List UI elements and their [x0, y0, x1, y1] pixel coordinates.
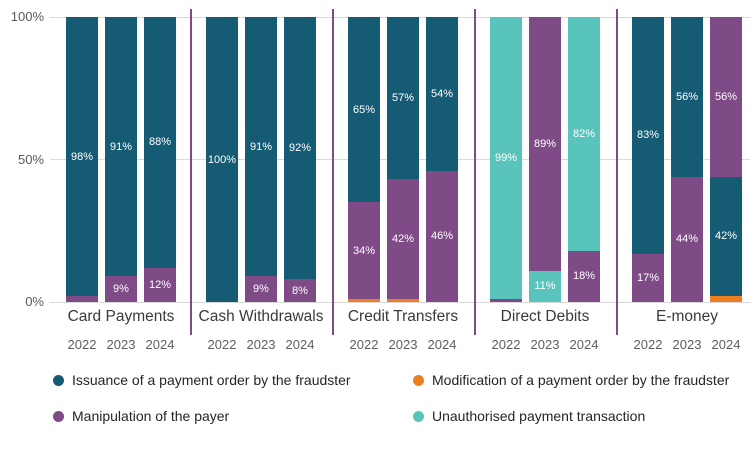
legend-marker-modification-icon — [413, 375, 424, 386]
legend-label: Manipulation of the payer — [72, 408, 230, 424]
x-axis-year-label: 2024 — [427, 337, 457, 352]
bar-cash-withdrawals-2023[interactable]: 91% 9% — [245, 17, 277, 302]
x-axis-category-label: Credit Transfers — [347, 308, 459, 325]
x-axis-category-label: Cash Withdrawals — [198, 308, 324, 325]
bar-segment-manipulation[interactable] — [66, 296, 98, 302]
x-axis-year-label: 2022 — [633, 337, 663, 352]
bar-e-money-2022[interactable]: 83% 17% — [632, 17, 664, 302]
bar-segment-issuance[interactable] — [671, 17, 703, 177]
bar-segment-modification[interactable] — [710, 296, 742, 302]
bar-segment-manipulation[interactable] — [144, 267, 176, 302]
group-separator — [616, 9, 618, 335]
bar-card-payments-2024[interactable]: 88% 12% — [144, 17, 176, 302]
legend-item-issuance[interactable]: Issuance of a payment order by the fraud… — [53, 372, 413, 389]
bar-segment-manipulation[interactable] — [245, 276, 277, 302]
legend-marker-unauthorised-icon — [413, 411, 424, 422]
bar-segment-issuance[interactable] — [206, 17, 238, 302]
bar-segment-manipulation[interactable] — [529, 17, 561, 271]
legend-label: Unauthorised payment transaction — [432, 408, 646, 424]
bar-segment-manipulation[interactable] — [348, 202, 380, 300]
x-axis-year-label: 2022 — [207, 337, 237, 352]
bar-e-money-2024[interactable]: 56% 42% — [710, 17, 742, 302]
bar-segment-manipulation[interactable] — [632, 253, 664, 302]
x-axis-year-label: 2023 — [106, 337, 136, 352]
bar-segment-issuance[interactable] — [632, 17, 664, 254]
bar-cash-withdrawals-2022[interactable]: 100% — [206, 17, 238, 302]
x-axis-year-label: 2023 — [672, 337, 702, 352]
bar-credit-transfers-2024[interactable]: 54% 46% — [426, 17, 458, 302]
legend-item-unauthorised[interactable]: Unauthorised payment transaction — [413, 408, 753, 425]
legend-label: Issuance of a payment order by the fraud… — [72, 372, 351, 388]
bar-segment-issuance[interactable] — [710, 176, 742, 297]
bar-credit-transfers-2022[interactable]: 65% 34% — [348, 17, 380, 302]
group-separator — [190, 9, 192, 335]
legend: Issuance of a payment order by the fraud… — [53, 372, 753, 425]
bar-direct-debits-2024[interactable]: 82% 18% — [568, 17, 600, 302]
legend-item-manipulation[interactable]: Manipulation of the payer — [53, 408, 413, 425]
y-axis-tick-label: 50% — [17, 151, 44, 167]
bar-credit-transfers-2023[interactable]: 57% 42% — [387, 17, 419, 302]
x-axis-category-label: E-money — [655, 308, 719, 325]
bar-segment-modification[interactable] — [387, 299, 419, 302]
bar-segment-manipulation[interactable] — [284, 279, 316, 302]
bar-segment-manipulation[interactable] — [568, 250, 600, 302]
bar-direct-debits-2023[interactable]: 89% 11% — [529, 17, 561, 302]
x-axis-year-label: 2022 — [491, 337, 521, 352]
x-axis-year-label: 2022 — [349, 337, 379, 352]
bar-segment-issuance[interactable] — [348, 17, 380, 203]
bar-segment-issuance[interactable] — [144, 17, 176, 268]
bar-direct-debits-2022[interactable]: 99% — [490, 17, 522, 302]
x-axis-year-label: 2023 — [530, 337, 560, 352]
x-axis-year-label: 2024 — [285, 337, 315, 352]
x-axis-year-label: 2023 — [246, 337, 276, 352]
bar-segment-issuance[interactable] — [245, 17, 277, 277]
x-axis-year-label: 2023 — [388, 337, 418, 352]
bar-segment-manipulation[interactable] — [671, 176, 703, 302]
x-axis-year-label: 2022 — [67, 337, 97, 352]
bar-segment-unauthorised[interactable] — [529, 270, 561, 302]
legend-item-modification[interactable]: Modification of a payment order by the f… — [413, 372, 753, 389]
bar-segment-unauthorised[interactable] — [490, 17, 522, 300]
bar-card-payments-2022[interactable]: 98% — [66, 17, 98, 302]
gridline-0 — [50, 301, 750, 303]
legend-marker-issuance-icon — [53, 375, 64, 386]
bar-segment-issuance[interactable] — [105, 17, 137, 277]
bar-segment-manipulation[interactable] — [426, 170, 458, 302]
group-separator — [474, 9, 476, 335]
bar-segment-modification[interactable] — [348, 299, 380, 302]
bar-segment-unauthorised[interactable] — [568, 17, 600, 251]
x-axis-category-label: Card Payments — [67, 308, 175, 325]
bar-segment-issuance[interactable] — [66, 17, 98, 297]
x-axis-year-label: 2024 — [711, 337, 741, 352]
x-axis-year-label: 2024 — [145, 337, 175, 352]
bar-segment-manipulation[interactable] — [387, 179, 419, 300]
x-axis-category-label: Direct Debits — [500, 308, 590, 325]
bar-card-payments-2023[interactable]: 91% 9% — [105, 17, 137, 302]
bar-segment-issuance[interactable] — [387, 17, 419, 180]
group-separator — [332, 9, 334, 335]
y-axis-tick-label: 100% — [10, 9, 44, 24]
legend-marker-manipulation-icon — [53, 411, 64, 422]
bar-segment-manipulation[interactable] — [105, 276, 137, 302]
bar-segment-issuance[interactable] — [284, 17, 316, 280]
bar-e-money-2023[interactable]: 56% 44% — [671, 17, 703, 302]
y-axis-tick-label: 0% — [25, 294, 44, 309]
bar-segment-manipulation[interactable] — [710, 17, 742, 177]
bar-cash-withdrawals-2024[interactable]: 92% 8% — [284, 17, 316, 302]
bar-segment-issuance[interactable] — [426, 17, 458, 171]
legend-label: Modification of a payment order by the f… — [432, 372, 730, 388]
bar-segment-manipulation[interactable] — [490, 299, 522, 302]
x-axis-year-label: 2024 — [569, 337, 599, 352]
